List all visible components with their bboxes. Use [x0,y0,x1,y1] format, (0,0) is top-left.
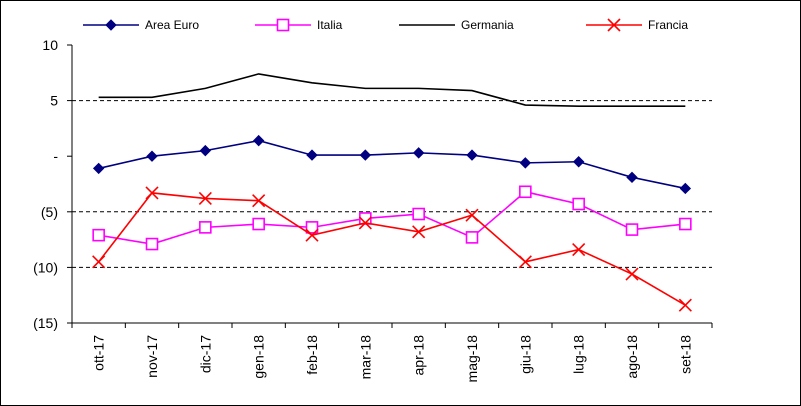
point-francia-gen-18 [252,194,266,208]
legend-item-francia: Francia [586,18,688,32]
point-area-euro-nov-17 [146,150,158,162]
y-tick-label-: - [53,148,58,164]
x-tick-label-ago-18: ago-18 [624,335,640,379]
point-francia-dic-17-stroke-b [198,191,212,206]
y-axis-ticks: 10 5 - (5) (10) (15) [33,37,72,331]
point-francia-giu-18-stroke-b [518,255,532,269]
series-line-germania [98,73,686,107]
x-tick-label-feb-18: feb-18 [304,335,320,375]
point-italia-ago-18 [625,223,639,236]
legend-label-francia: Francia [648,18,688,32]
point-francia-set-18 [678,298,692,312]
y-tick-label-10: (10) [33,259,58,275]
x-tick-label-set-18: set-18 [677,335,693,374]
point-italia-nov-17 [145,237,159,251]
series-area-euro [92,134,692,195]
x-tick-label-giu-18: giu-18 [517,335,533,374]
x-tick-label-apr-18: apr-18 [411,335,427,376]
point-area-euro-mag-18 [466,149,478,161]
series-line-francia [98,192,686,306]
point-italia-gen-18 [252,217,265,231]
point-francia-ago-18 [625,267,639,281]
point-francia-mag-18 [465,208,479,222]
x-tick-label-lug-18: lug-18 [571,335,587,374]
y-tick-label-10: 10 [42,37,58,53]
point-francia-feb-18 [305,228,319,242]
series-francia [92,186,692,312]
gridlines [72,100,712,268]
x-tick-label-mag-18: mag-18 [464,335,480,383]
x-tick-label-ott-17: ott-17 [91,335,107,371]
y-tick-label-5: 5 [50,93,58,109]
point-area-euro-mar-18 [359,149,372,161]
legend-label-germania: Germania [461,18,514,32]
point-area-euro-ago-18 [626,171,638,184]
point-francia-ott-17-stroke-b [92,255,106,269]
point-francia-nov-17 [145,186,159,200]
x-tick-label-gen-18: gen-18 [251,335,267,379]
legend-item-italia: Italia [255,18,343,32]
point-francia-lug-18 [572,243,586,257]
legend-label-italia: Italia [317,18,343,32]
point-area-euro-gen-18 [252,134,265,147]
point-francia-set-18-stroke-b [678,298,692,312]
series-line-italia [98,190,686,245]
point-area-euro-apr-18 [412,147,425,159]
point-italia-feb-18 [305,221,319,234]
y-tick-label-15: (15) [33,315,58,331]
point-francia-apr-18-stroke-b [412,225,426,239]
series-italia [92,185,692,251]
legend-item-area-euro: Area Euro [83,18,199,32]
point-francia-lug-18-stroke-b [572,243,586,257]
legend-marker-francia-stroke-b [607,18,621,32]
point-francia-feb-18-stroke-b [305,228,319,242]
point-francia-ago-18-stroke-b [625,267,639,281]
series-germania [98,73,686,107]
point-francia-dic-17 [198,191,212,206]
point-francia-ott-17 [92,255,106,269]
point-italia-apr-18 [412,207,425,221]
point-italia-lug-18 [572,197,585,211]
point-francia-mar-18 [358,216,372,230]
x-tick-label-dic-17: dic-17 [197,335,213,373]
point-italia-giu-18 [519,185,532,199]
point-italia-ott-17 [92,228,105,242]
legend-marker-italia [276,18,290,32]
point-francia-mar-18-stroke-b [358,216,372,230]
legend-marker-area-euro [105,19,117,31]
point-area-euro-set-18 [679,182,692,195]
legend: Area Euro Italia Germania Francia [83,18,688,32]
point-francia-gen-18-stroke-b [252,194,266,208]
point-francia-nov-17-stroke-b [145,186,159,200]
series-group [92,73,692,312]
point-italia-set-18 [679,217,692,231]
point-francia-mag-18-stroke-b [465,208,479,222]
x-axis-ticks: ott-17 nov-17 dic-17 gen-18 feb-18 mar-18 apr-… [71,323,713,383]
point-italia-dic-17 [199,221,212,234]
legend-label-area-euro: Area Euro [145,18,199,32]
y-tick-label-5: (5) [41,204,58,220]
point-area-euro-giu-18 [519,157,532,169]
point-area-euro-feb-18 [306,149,318,161]
point-italia-mag-18 [465,231,479,244]
x-tick-label-nov-17: nov-17 [144,335,160,378]
legend-marker-francia [607,18,621,32]
series-line-area-euro [98,139,686,190]
legend-item-germania: Germania [399,18,514,32]
point-francia-giu-18 [518,255,532,269]
point-area-euro-dic-17 [199,144,212,157]
x-tick-label-mar-18: mar-18 [357,335,373,380]
point-francia-apr-18 [412,225,426,239]
point-area-euro-lug-18 [572,156,585,168]
point-area-euro-ott-17 [92,162,105,175]
